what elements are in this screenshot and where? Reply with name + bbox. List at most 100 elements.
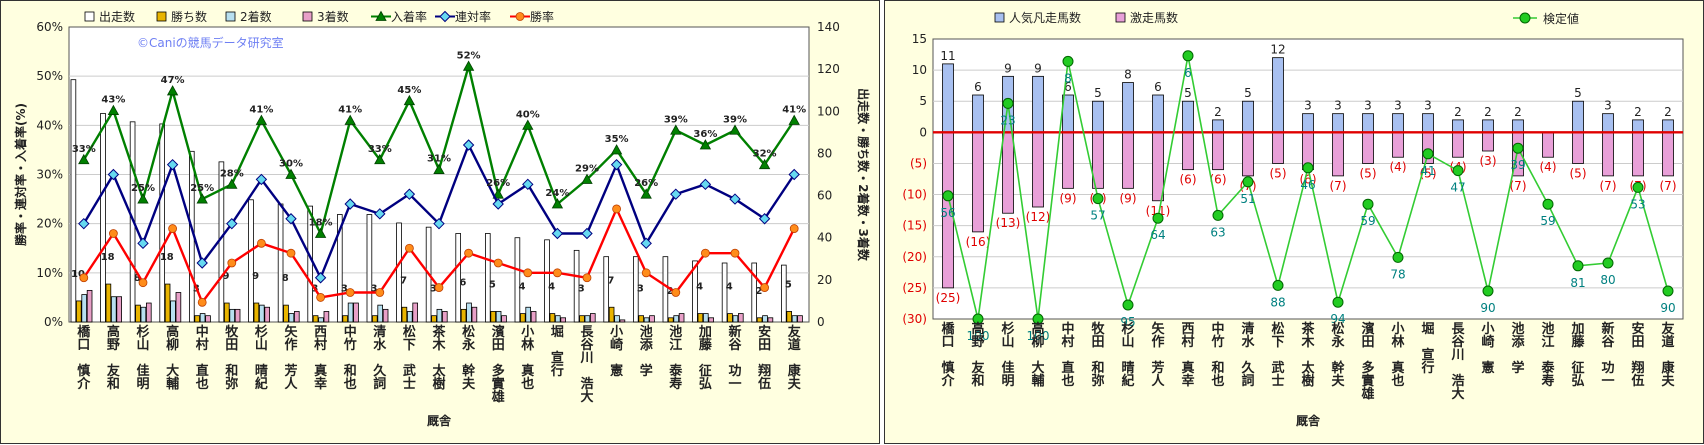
test-value-label: 81 (1570, 276, 1585, 290)
test-value-labels: 5610023100857956466351884694597841479039… (940, 66, 1675, 343)
bar-2着数 (406, 311, 413, 323)
point-勝率 (256, 238, 266, 248)
point-連対率 (433, 217, 445, 230)
placing-rate-label: 41% (338, 104, 362, 115)
bar-人気凡走馬数 (1632, 131, 1644, 177)
test-value-label: 64 (1150, 228, 1165, 242)
point-勝率 (612, 204, 621, 214)
point-連対率 (640, 237, 652, 250)
bar-2着数 (347, 302, 354, 323)
point-入着率 (699, 139, 712, 150)
point-勝率 (197, 297, 207, 307)
bar-勝ち数 (579, 315, 585, 323)
bar-激走馬数 (1182, 100, 1194, 133)
positive-count-label: 3 (1394, 99, 1402, 113)
bar-勝ち数 (756, 317, 763, 323)
bar-勝ち数 (401, 306, 408, 323)
x-tick-label: 中村 直也 (196, 324, 209, 392)
point-勝率 (789, 224, 799, 233)
positive-count-label: 9 (1004, 61, 1012, 75)
point-連対率 (226, 217, 238, 230)
bar-勝ち数 (105, 283, 112, 323)
placing-rate-label: 26% (634, 178, 658, 189)
x-tick-label: 西村 真幸 (314, 325, 327, 392)
bar-勝ち数 (608, 306, 615, 323)
negative-count-label: (7) (1510, 179, 1527, 193)
bar-2着数 (673, 315, 679, 323)
bar-2着数 (111, 296, 117, 323)
y-tick-label: 20% (36, 217, 63, 231)
y-tick-label: (10) (902, 188, 927, 202)
bar-激走馬数 (1482, 119, 1494, 133)
x-tick-label: 友道 康夫 (1661, 321, 1675, 389)
bar-勝ち数 (786, 311, 792, 323)
placing-rate-label: 39% (723, 114, 747, 125)
point-入着率 (166, 85, 179, 96)
win-count-label: 2 (755, 286, 762, 297)
bar-激走馬数 (1632, 119, 1644, 133)
placing-rate-label: 28% (220, 168, 244, 179)
placing-rate-label: 35% (605, 134, 629, 145)
point-入着率 (729, 124, 741, 135)
test-value-label: 8 (1064, 71, 1072, 85)
negative-count-label: (5) (1270, 166, 1287, 180)
y-tick-label: (25) (902, 281, 927, 295)
placing-rate-label: 33% (368, 144, 392, 155)
bar-出走数 (248, 199, 254, 323)
point-勝率 (582, 273, 592, 283)
win-count-label: 4 (726, 282, 733, 293)
plot-area (932, 38, 1684, 320)
bar-勝ち数 (668, 317, 674, 323)
test-value-label: 51 (1240, 192, 1255, 206)
placing-rate-label: 32% (753, 149, 777, 160)
x-tick-label: 濱田 多實雄 (491, 324, 505, 405)
test-value-label: 88 (1270, 295, 1285, 309)
legend-label: 連対率 (455, 9, 491, 24)
x-tick-label: 杉山 晴紀 (1121, 321, 1134, 389)
bar-勝ち数 (194, 315, 201, 323)
point-勝率 (168, 224, 178, 233)
legend-label: 2着数 (240, 9, 272, 24)
point-検定値 (1662, 285, 1674, 297)
legend-swatch (156, 11, 167, 22)
bar-3着数 (471, 306, 478, 323)
y-axis-ticks: 15 10 5 0 (5) (10) (15) (20) (25) (30) (902, 32, 927, 326)
point-入着率 (581, 173, 593, 184)
positive-count-label: 3 (1334, 99, 1342, 113)
point-入着率 (670, 124, 682, 135)
negative-count-label: (7) (1660, 179, 1677, 193)
bar-3着数 (412, 302, 418, 323)
bar-勝ち数 (460, 308, 467, 323)
bar-激走馬数 (1422, 113, 1434, 133)
x-tick-label: 茶木 太樹 (1300, 321, 1315, 389)
legend-label: 勝率 (530, 9, 554, 24)
bar-激走馬数 (972, 94, 984, 133)
bar-人気凡走馬数 (1182, 131, 1194, 171)
x-tick-label: 中村 直也 (1061, 321, 1074, 389)
point-連対率 (492, 198, 504, 210)
x-tick-label: 西村 真幸 (1181, 322, 1194, 389)
positive-count-label: 12 (1270, 43, 1285, 57)
bar-2着数 (555, 315, 561, 323)
bar-3着数 (441, 311, 448, 323)
legend-swatch (1115, 12, 1126, 23)
negative-count-label: (12) (1026, 210, 1051, 224)
positive-count-label: 2 (1484, 105, 1492, 119)
right-axis-ticks: 0 20 40 60 80 100 120 140 (817, 20, 840, 329)
placing-rate-label: 18% (309, 218, 333, 229)
positive-count-label: 6 (974, 80, 982, 94)
negative-count-label: (9) (1060, 191, 1077, 205)
y-tick-label: 15 (912, 32, 927, 46)
win-count-label: 4 (696, 282, 703, 293)
point-連対率 (196, 257, 208, 269)
bar-勝ち数 (76, 300, 82, 323)
legend-label: 3着数 (317, 9, 349, 24)
x-tick-label: 小林 真也 (1391, 322, 1404, 389)
bar-激走馬数 (1662, 119, 1674, 133)
point-入着率 (433, 163, 445, 174)
test-value-label: 80 (1600, 273, 1615, 287)
bar-3着数 (145, 302, 152, 323)
legend-label: 検定値 (1543, 11, 1579, 26)
point-連対率 (344, 198, 356, 210)
